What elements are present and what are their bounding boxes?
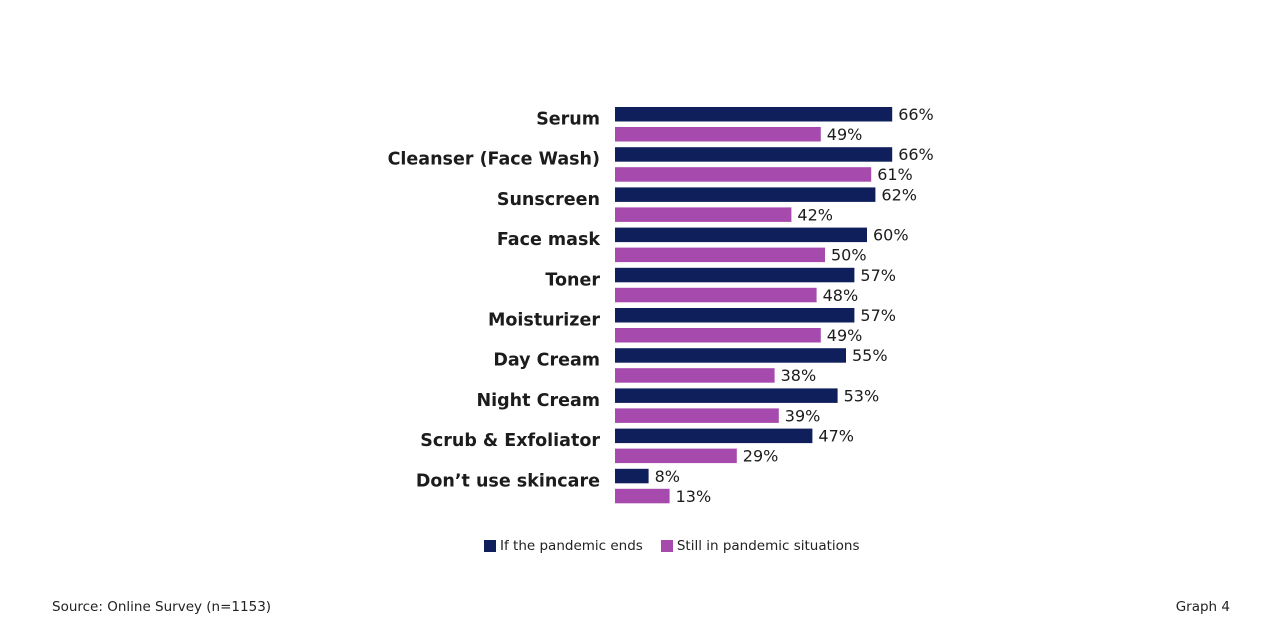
data-label: 57% <box>860 306 896 325</box>
data-label: 50% <box>831 246 867 265</box>
category-label: Don’t use skincare <box>416 471 600 491</box>
category-label: Day Cream <box>493 351 600 371</box>
data-label: 47% <box>818 427 854 446</box>
data-label: 38% <box>781 366 817 385</box>
legend-item-still-pandemic: Still in pandemic situations <box>660 538 860 554</box>
data-label: 48% <box>823 286 859 305</box>
category-label: Sunscreen <box>497 190 600 210</box>
bar <box>615 308 855 323</box>
legend-item-pandemic-ends: If the pandemic ends <box>484 538 643 554</box>
category-label: Cleanser (Face Wash) <box>388 150 600 170</box>
data-label: 39% <box>785 406 821 425</box>
category-label: Face mask <box>497 230 601 250</box>
bar <box>615 348 846 363</box>
bar <box>615 468 649 484</box>
category-label: Serum <box>536 110 600 130</box>
bar <box>615 448 737 464</box>
bar <box>615 167 872 182</box>
legend-swatch <box>484 540 496 552</box>
data-label: 42% <box>797 205 833 224</box>
source-note: Source: Online Survey (n=1153) <box>52 599 272 615</box>
bar <box>615 147 893 162</box>
bar <box>615 368 775 383</box>
bar <box>615 187 876 202</box>
bar <box>615 408 779 423</box>
data-label: 8% <box>655 467 680 486</box>
category-label: Night Cream <box>477 391 600 411</box>
bar <box>615 287 817 303</box>
bar <box>615 127 821 142</box>
data-label: 55% <box>852 346 888 365</box>
bar-chart: Serum 66%49%Cleanser (Face Wash) 66%61%Sun… <box>388 105 934 506</box>
bar <box>615 388 838 403</box>
legend: If the pandemic ends Still in pandemic s… <box>484 538 878 554</box>
category-label: Toner <box>545 270 600 290</box>
bar <box>615 428 813 444</box>
data-label: 13% <box>676 487 712 506</box>
data-label: 53% <box>844 386 880 405</box>
data-label: 49% <box>827 125 863 144</box>
graph-label: Graph 4 <box>1175 599 1230 615</box>
bar <box>615 488 670 504</box>
data-label: 49% <box>827 326 863 345</box>
category-label: Scrub & Exfoliator <box>420 431 600 451</box>
data-label: 66% <box>898 145 934 164</box>
data-label: 62% <box>881 185 917 204</box>
category-label: Moisturizer <box>488 311 600 331</box>
data-label: 60% <box>873 226 909 245</box>
data-label: 57% <box>860 266 896 285</box>
legend-label: If the pandemic ends <box>500 538 643 554</box>
bar <box>615 247 825 263</box>
data-label: 61% <box>877 165 913 184</box>
bar <box>615 207 792 222</box>
legend-swatch <box>660 540 673 552</box>
data-label: 66% <box>898 105 934 124</box>
legend-label: Still in pandemic situations <box>676 538 860 554</box>
bar <box>615 107 893 122</box>
bar <box>615 267 855 283</box>
bar <box>615 328 821 343</box>
data-label: 29% <box>743 447 779 466</box>
bar <box>615 227 867 243</box>
